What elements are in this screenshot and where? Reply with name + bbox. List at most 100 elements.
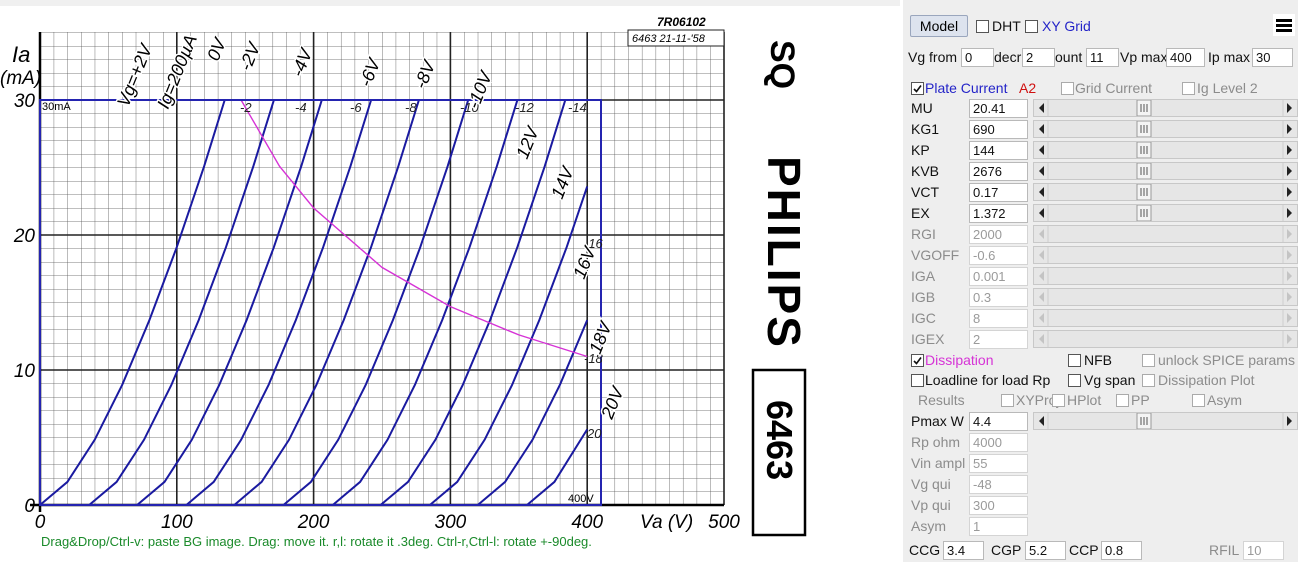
model-curve	[88, 99, 275, 506]
slider-left-arrow	[1039, 187, 1044, 197]
slider-right-arrow	[1287, 271, 1292, 281]
tube-box	[751, 368, 807, 537]
checkmark-path	[913, 357, 922, 365]
slider-graphics	[1039, 226, 1292, 242]
input[interactable]: 144	[969, 141, 1028, 160]
label: Vp qui	[911, 497, 951, 513]
label: Dissipation	[925, 352, 994, 368]
slider[interactable]	[1033, 204, 1298, 222]
grid-voltage-mark: -10	[460, 100, 480, 115]
slider[interactable]	[1033, 120, 1298, 138]
frame-label: 30mA	[42, 101, 71, 113]
slider-graphics	[1039, 289, 1292, 305]
slider-left-arrow	[1039, 313, 1044, 323]
label: Loadline for load Rp	[925, 372, 1051, 388]
label: ount	[1055, 49, 1083, 65]
header-date: 6463 21-11-'58	[632, 33, 706, 45]
model-curve	[379, 99, 567, 506]
label: unlock SPICE params	[1158, 352, 1295, 368]
slider-left-arrow	[1039, 103, 1044, 113]
checkbox[interactable]	[1025, 20, 1038, 33]
input[interactable]: 400	[1166, 48, 1205, 67]
input[interactable]: 30	[1252, 48, 1293, 67]
slider[interactable]	[1033, 99, 1298, 117]
grid-voltage-mark: -2	[240, 100, 252, 115]
checkmark	[913, 85, 922, 93]
checkbox[interactable]	[976, 20, 989, 33]
input[interactable]: 4.4	[969, 412, 1028, 431]
checkbox[interactable]	[1068, 374, 1081, 387]
slider-right-arrow	[1287, 103, 1292, 113]
input[interactable]: 2	[1022, 48, 1055, 67]
slider[interactable]	[1033, 141, 1298, 159]
input: -0.6	[969, 246, 1028, 265]
label: Ig Level 2	[1197, 80, 1258, 96]
checkmark	[913, 357, 922, 365]
y-tick-label: 30	[14, 91, 36, 112]
menu-bar	[1276, 24, 1292, 27]
slider-right-arrow	[1287, 292, 1292, 302]
model-curve	[429, 186, 589, 506]
label: NFB	[1084, 352, 1112, 368]
x-tick-label: 100	[161, 512, 193, 533]
label: CGP	[991, 542, 1022, 558]
x-tick-label: 0	[35, 512, 46, 533]
x-tick-label: 300	[435, 512, 467, 533]
model-curve	[136, 99, 323, 506]
header-code: 7R06102	[657, 15, 706, 29]
input[interactable]: 3.4	[943, 541, 984, 560]
model-button[interactable]: Model	[910, 15, 968, 37]
slider[interactable]	[1033, 183, 1298, 201]
slider-left-arrow	[1039, 292, 1044, 302]
label: RGI	[911, 226, 936, 242]
model-curve	[477, 319, 589, 506]
grid-voltage-mark: -4	[295, 100, 307, 115]
input[interactable]: 690	[969, 120, 1028, 139]
input[interactable]: 0	[961, 48, 994, 67]
checkbox[interactable]	[911, 82, 924, 95]
label: KP	[911, 142, 930, 158]
slider-left-arrow	[1039, 124, 1044, 134]
label: A2	[1019, 80, 1037, 96]
input[interactable]: 5.2	[1025, 541, 1066, 560]
slider[interactable]	[1033, 162, 1298, 180]
slider-right-arrow	[1287, 187, 1292, 197]
slider-left-arrow	[1039, 229, 1044, 239]
slider-left-arrow	[1039, 334, 1044, 344]
model-curve	[282, 99, 470, 506]
slider-right-arrow	[1287, 416, 1292, 426]
label: Ip max	[1208, 49, 1251, 65]
label: XYProj	[1016, 392, 1060, 408]
model-curve	[233, 99, 420, 506]
input: 300	[969, 496, 1028, 515]
input[interactable]: 0.8	[1101, 541, 1142, 560]
label: Vin ampl	[911, 455, 966, 471]
grid-voltage-mark: 20	[586, 426, 602, 441]
slider	[1033, 288, 1298, 306]
slider-graphics	[1039, 141, 1292, 159]
label: EX	[911, 205, 930, 221]
top-strip	[0, 0, 900, 6]
label: XY Grid	[1042, 18, 1091, 34]
slider[interactable]	[1033, 412, 1298, 430]
menu-bar	[1276, 19, 1292, 22]
checkbox[interactable]	[1068, 354, 1081, 367]
menu-button[interactable]	[1273, 14, 1295, 36]
x-tick-label: 200	[297, 512, 330, 533]
label: Vp max	[1120, 49, 1168, 65]
input: 2	[969, 330, 1028, 349]
input[interactable]: 1.372	[969, 204, 1028, 223]
grid-voltage-mark: -6	[350, 100, 362, 115]
frame-label: 400V	[568, 493, 594, 505]
input[interactable]: 0.17	[969, 183, 1028, 202]
input: 0.001	[969, 267, 1028, 286]
slider-graphics	[1039, 120, 1292, 138]
checkbox[interactable]	[911, 354, 924, 367]
checkbox	[1192, 394, 1205, 407]
label: decr	[994, 49, 1022, 65]
input[interactable]: 11	[1086, 48, 1119, 67]
label: Pmax W	[911, 413, 964, 429]
input[interactable]: 2676	[969, 162, 1028, 181]
checkbox[interactable]	[911, 374, 924, 387]
input[interactable]: 20.41	[969, 99, 1028, 118]
